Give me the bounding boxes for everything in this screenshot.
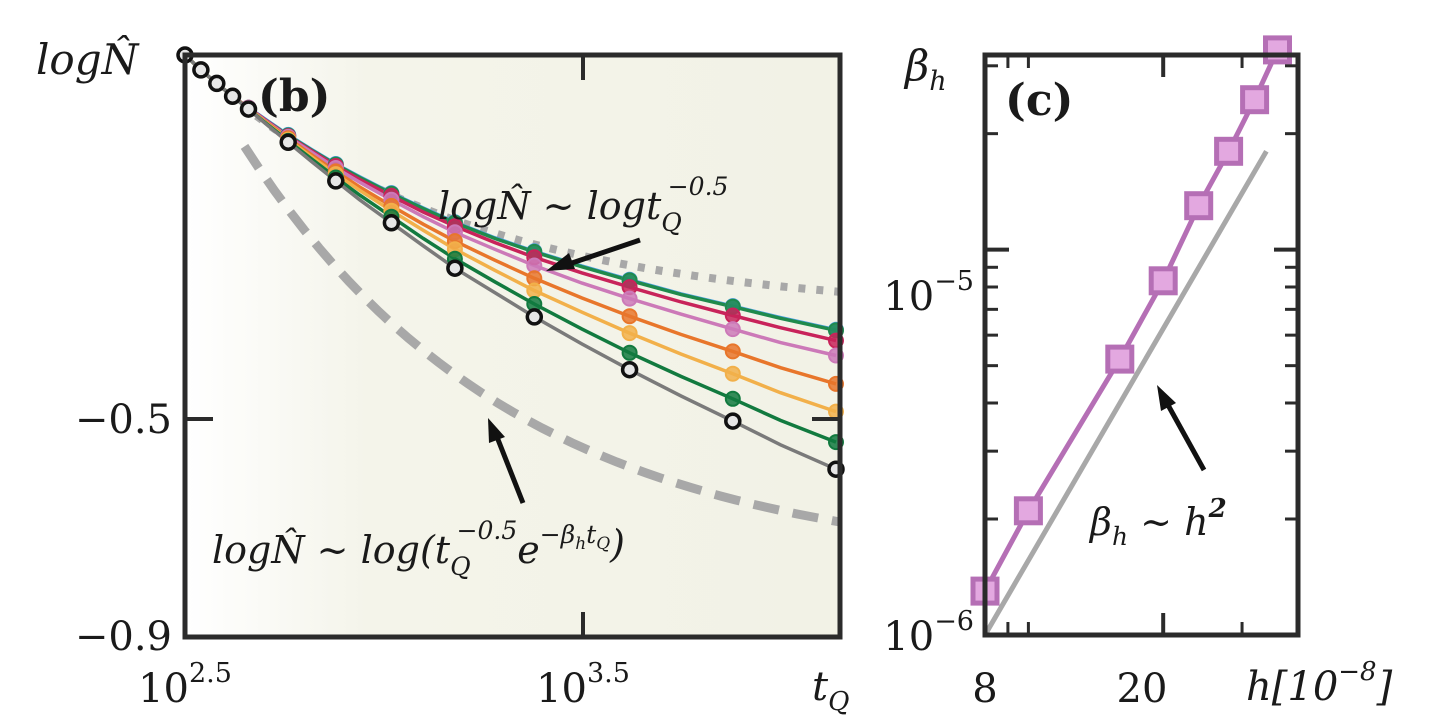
b-xtick-label: 103.5: [536, 658, 630, 712]
b-data-point: [724, 307, 741, 324]
b-annotation-upper-arrow-head: [546, 253, 575, 271]
b-data-point: [223, 87, 242, 106]
c-xtick-label: 8: [972, 666, 997, 712]
panel-c-background: [985, 55, 1298, 635]
b-annotation-lower: logN̂ ∼ log(tQ−0.5e−βhtQ): [212, 516, 625, 581]
b-data-point: [327, 172, 345, 190]
b-panel-label: (b): [258, 71, 330, 122]
b-annotation-lower-arrow-shaft: [494, 436, 526, 504]
b-annotation-upper: logN̂ ∼ logtQ−0.5: [438, 172, 728, 237]
b-data-point: [724, 390, 741, 407]
b-ytick-label: −0.5: [75, 397, 172, 443]
b-data-point: [208, 74, 226, 93]
c-data-point: [1105, 344, 1135, 374]
b-data-point: [621, 290, 638, 307]
c-xtick-label: 20: [1117, 666, 1168, 712]
b-xtick-label: 102.5: [138, 658, 232, 712]
panel-b-frame: [182, 52, 843, 640]
c-annotation: βh ∼ h2: [1088, 494, 1227, 551]
b-data-point: [192, 61, 210, 79]
c-annotation-arrow-shaft: [1165, 403, 1207, 472]
c-ytick-label: 10−6: [883, 606, 974, 660]
panel-c: 10−5 10−6 8 20 βh h[10−8] (c) βh ∼ h2: [883, 35, 1393, 712]
b-data-point: [446, 259, 464, 277]
c-panel-label: (c): [1005, 75, 1073, 126]
b-data-point: [382, 214, 401, 232]
c-data-point: [1263, 35, 1292, 65]
b-xlabel: tQ: [812, 664, 849, 717]
b-data-point: [724, 412, 742, 430]
b-data-point: [279, 133, 297, 152]
c-ytick-label: 10−5: [883, 266, 974, 320]
c-annotation-arrow-head: [1157, 385, 1176, 411]
b-ytick-label: −0.9: [75, 614, 172, 660]
b-data-point: [621, 344, 638, 361]
b-ref-power-law-with-exponential: [240, 143, 841, 527]
panel-b: −0.5 −0.9 102.5 103.5 logN̂ tQ (b) logN̂…: [36, 33, 849, 717]
b-data-point: [621, 325, 638, 342]
c-data-point: [1214, 136, 1244, 166]
c-xlabel: h[10−8]: [1246, 657, 1393, 710]
c-data-point: [1240, 85, 1270, 115]
b-data-point: [724, 321, 741, 338]
b-data-point: [724, 365, 741, 382]
c-data-point: [1148, 266, 1178, 296]
c-ylabel: βh: [903, 41, 947, 97]
c-data-point: [1013, 496, 1043, 526]
b-data-point: [621, 308, 638, 325]
b-data-point: [526, 282, 543, 299]
b-data-point: [620, 360, 639, 379]
c-data-point: [1184, 191, 1214, 221]
b-data-point: [239, 100, 258, 118]
b-ylabel: logN̂: [36, 33, 140, 84]
b-data-point: [724, 343, 741, 360]
b-data-point: [525, 308, 544, 326]
c-ref-h-squared: [982, 150, 1269, 637]
b-annotation-upper-arrow-shaft: [565, 237, 641, 268]
b-annotation-lower-arrow-head: [488, 418, 505, 443]
panel-c-frame: [982, 52, 1301, 638]
